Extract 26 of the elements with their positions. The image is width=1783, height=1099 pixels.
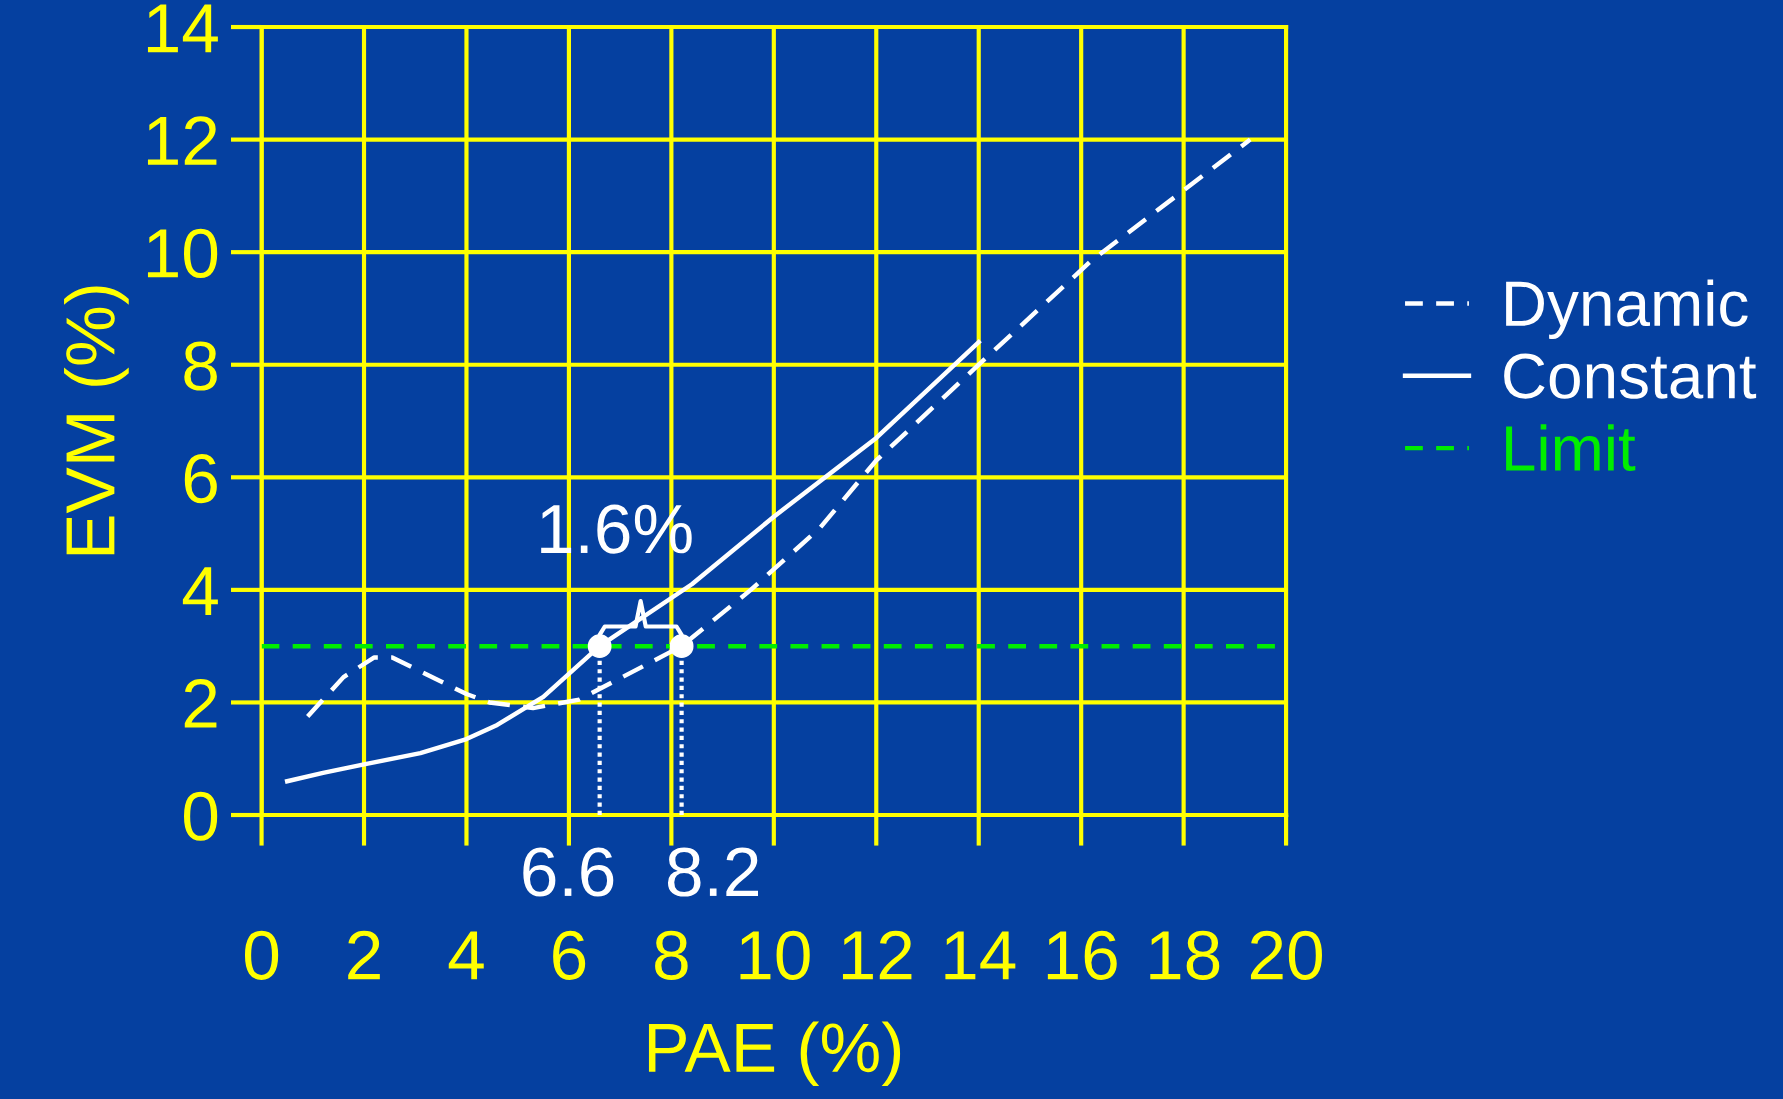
x-tick-label: 10: [740, 930, 810, 980]
legend-label: Constant: [1504, 353, 1757, 399]
y-tick-label: 14: [147, 4, 218, 53]
annotation: 8.2: [667, 847, 758, 897]
x-tick-label: 0: [244, 930, 279, 980]
y-tick-label: 6: [184, 453, 217, 504]
x-tick-label: 18: [1150, 930, 1220, 980]
y-tick-label: 4: [182, 567, 218, 616]
y-tick-label: 10: [147, 228, 218, 279]
x-tick-label: 6: [553, 930, 586, 980]
annotation: 6.6: [523, 847, 614, 897]
y-tick-label: 12: [147, 116, 217, 165]
legend-label: Dynamic: [1506, 279, 1748, 340]
y-axis-title: EVM (%): [64, 286, 129, 555]
legend-label: Limit: [1506, 424, 1636, 471]
x-tick-label: 8: [655, 930, 688, 980]
x-tick-label: 2: [348, 930, 380, 980]
x-axis-title: PAE (%): [648, 1021, 901, 1087]
x-tick-label: 12: [842, 930, 912, 980]
y-tick-label: 2: [184, 679, 217, 728]
x-tick-label: 16: [1047, 930, 1117, 980]
x-tick-label: 4: [448, 931, 484, 980]
x-tick-label: 20: [1250, 930, 1322, 980]
x-tick-label: 14: [945, 931, 1016, 980]
y-tick-label: 0: [183, 791, 218, 841]
y-tick-label: 8: [184, 341, 217, 391]
